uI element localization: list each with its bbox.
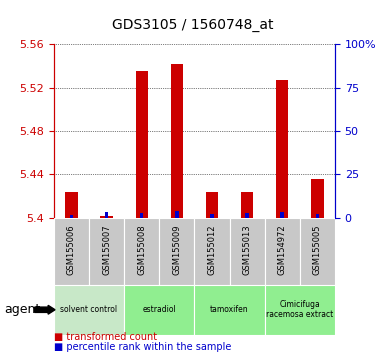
Bar bbox=[245, 212, 249, 218]
Bar bbox=[124, 218, 159, 285]
Bar bbox=[171, 64, 183, 218]
Bar bbox=[54, 285, 124, 335]
Bar bbox=[241, 192, 253, 218]
Bar bbox=[210, 214, 214, 218]
Bar bbox=[276, 80, 288, 218]
Bar bbox=[159, 218, 194, 285]
Bar bbox=[105, 212, 108, 218]
Bar bbox=[194, 218, 229, 285]
Text: tamoxifen: tamoxifen bbox=[210, 305, 249, 314]
Text: estradiol: estradiol bbox=[142, 305, 176, 314]
Bar bbox=[264, 285, 335, 335]
Text: ■ transformed count: ■ transformed count bbox=[54, 332, 157, 342]
Text: GSM155013: GSM155013 bbox=[243, 225, 252, 275]
Bar bbox=[229, 218, 265, 285]
Text: GSM155007: GSM155007 bbox=[102, 225, 111, 275]
Text: agent: agent bbox=[4, 303, 40, 316]
Bar bbox=[70, 215, 73, 218]
Bar bbox=[140, 212, 144, 218]
Text: GSM155009: GSM155009 bbox=[172, 225, 181, 275]
Bar bbox=[300, 218, 335, 285]
Bar bbox=[124, 285, 194, 335]
Bar bbox=[89, 218, 124, 285]
Bar bbox=[65, 192, 78, 218]
Text: GSM155008: GSM155008 bbox=[137, 225, 146, 275]
Bar bbox=[175, 211, 179, 218]
Bar bbox=[100, 216, 113, 218]
Bar bbox=[136, 72, 148, 218]
Text: GSM155006: GSM155006 bbox=[67, 225, 76, 275]
Text: solvent control: solvent control bbox=[60, 305, 117, 314]
Bar bbox=[54, 218, 89, 285]
Bar bbox=[311, 179, 323, 218]
Bar bbox=[281, 212, 284, 218]
Bar bbox=[194, 285, 265, 335]
Text: GSM155005: GSM155005 bbox=[313, 225, 322, 275]
Bar bbox=[264, 218, 300, 285]
Text: GSM154972: GSM154972 bbox=[278, 225, 287, 275]
Bar bbox=[316, 214, 319, 218]
Text: GSM155012: GSM155012 bbox=[208, 225, 216, 275]
Bar bbox=[206, 192, 218, 218]
Text: GDS3105 / 1560748_at: GDS3105 / 1560748_at bbox=[112, 18, 273, 32]
Text: ■ percentile rank within the sample: ■ percentile rank within the sample bbox=[54, 342, 231, 352]
Text: Cimicifuga
racemosa extract: Cimicifuga racemosa extract bbox=[266, 300, 333, 319]
